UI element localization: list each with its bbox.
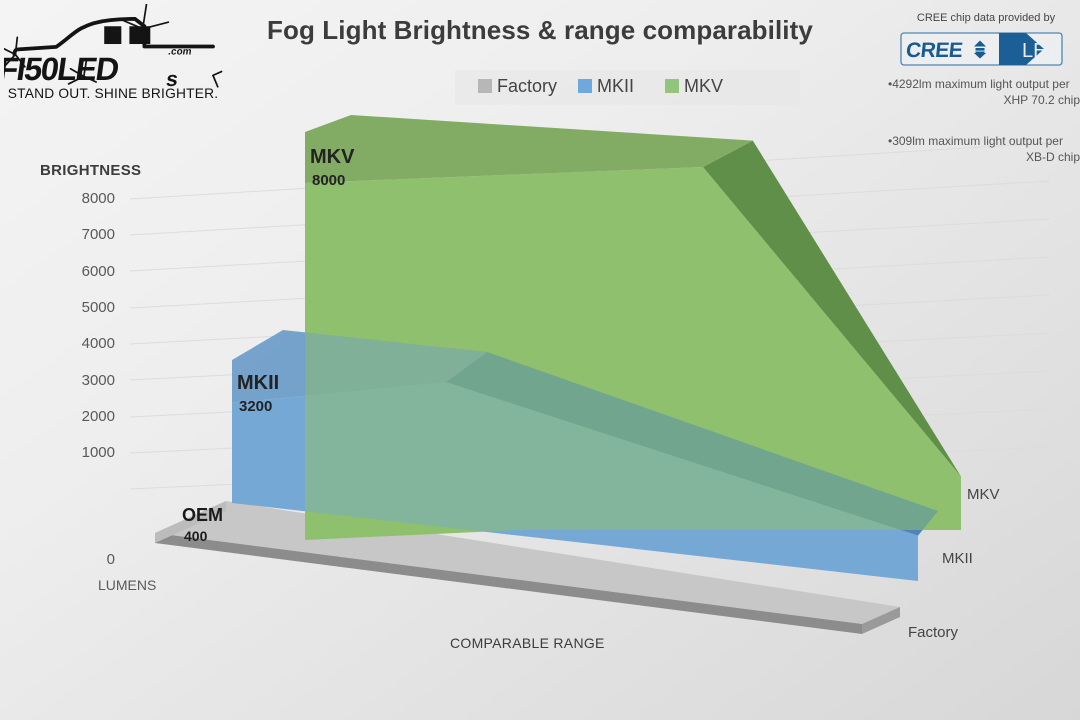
svg-text:CREE: CREE (905, 39, 964, 62)
svg-text:LED: LED (1022, 40, 1061, 62)
svg-text:.com: .com (168, 47, 193, 58)
svg-text:FI50LED: FI50LED (4, 51, 121, 87)
svg-text:STAND OUT. SHINE BRIGHTER.: STAND OUT. SHINE BRIGHTER. (8, 86, 218, 101)
